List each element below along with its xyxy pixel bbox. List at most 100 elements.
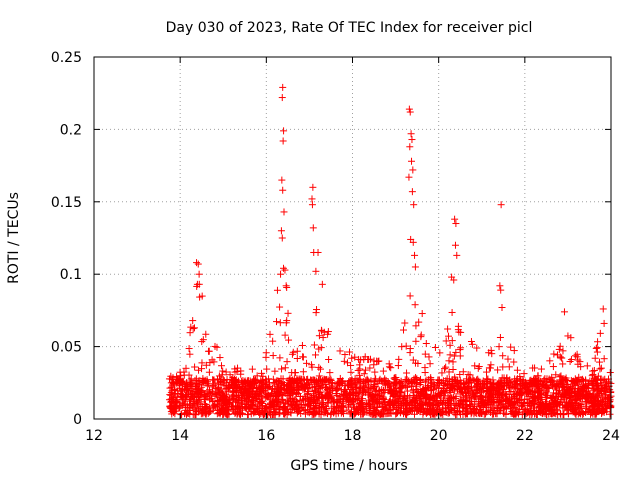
data-point xyxy=(498,304,506,312)
data-point xyxy=(250,390,258,398)
data-point xyxy=(279,264,287,272)
data-point xyxy=(317,326,325,334)
data-point xyxy=(282,282,290,290)
data-point xyxy=(198,338,206,346)
data-point xyxy=(456,346,464,354)
data-point xyxy=(318,280,326,288)
data-point xyxy=(293,347,301,355)
data-point xyxy=(240,394,248,402)
data-point xyxy=(354,389,362,397)
data-point xyxy=(269,352,277,360)
data-point xyxy=(567,334,575,342)
data-point xyxy=(431,343,439,351)
data-point xyxy=(208,383,216,391)
data-point xyxy=(363,375,371,383)
data-point xyxy=(198,292,206,300)
data-point xyxy=(497,286,505,294)
data-point xyxy=(314,248,322,256)
data-point xyxy=(293,355,301,363)
data-point xyxy=(421,350,429,358)
data-point xyxy=(455,383,463,391)
data-point xyxy=(565,401,573,409)
data-point xyxy=(564,332,572,340)
data-point xyxy=(505,363,513,371)
data-point xyxy=(456,352,464,360)
data-point xyxy=(577,363,585,371)
data-point xyxy=(397,378,405,386)
data-point xyxy=(438,369,446,377)
data-point xyxy=(252,408,260,416)
data-point xyxy=(252,394,260,402)
data-point xyxy=(339,391,347,399)
data-point xyxy=(583,362,591,370)
data-point xyxy=(418,387,426,395)
data-point xyxy=(440,365,448,373)
data-point xyxy=(453,251,461,259)
data-point xyxy=(210,402,218,410)
data-point xyxy=(556,376,564,384)
data-point xyxy=(278,365,286,373)
data-point xyxy=(457,344,465,352)
data-point xyxy=(190,324,198,332)
data-point xyxy=(276,303,284,311)
data-point xyxy=(280,208,288,216)
data-point xyxy=(193,385,201,393)
data-point xyxy=(280,127,288,135)
data-point xyxy=(520,370,528,378)
data-point xyxy=(451,373,459,381)
data-point xyxy=(476,391,484,399)
data-point xyxy=(338,402,346,410)
data-point xyxy=(278,94,286,102)
data-point xyxy=(586,405,594,413)
data-point xyxy=(248,398,256,406)
data-point xyxy=(452,220,460,228)
data-point xyxy=(483,368,491,376)
x-tick-label: 22 xyxy=(516,428,534,444)
data-point xyxy=(338,402,346,410)
data-point xyxy=(543,377,551,385)
data-point xyxy=(396,408,404,416)
data-point xyxy=(510,347,518,355)
data-point xyxy=(444,325,452,333)
data-point xyxy=(507,343,515,351)
data-point xyxy=(399,326,407,334)
data-point xyxy=(336,347,344,355)
data-point xyxy=(347,368,355,376)
data-point xyxy=(354,366,362,374)
data-point xyxy=(387,364,395,372)
data-point xyxy=(558,354,566,362)
data-point xyxy=(448,337,456,345)
data-point xyxy=(326,369,334,377)
data-point xyxy=(496,381,504,389)
data-point xyxy=(371,368,379,376)
data-point xyxy=(556,342,564,350)
data-point xyxy=(466,371,474,379)
data-point xyxy=(499,363,507,371)
data-point xyxy=(495,343,503,351)
data-point xyxy=(442,337,450,345)
data-point xyxy=(332,390,340,398)
data-point xyxy=(422,340,430,348)
data-point xyxy=(198,365,206,373)
data-point xyxy=(283,358,291,366)
data-point xyxy=(493,404,501,412)
data-point xyxy=(194,260,202,268)
data-point xyxy=(291,369,299,377)
data-point xyxy=(177,411,185,419)
data-point xyxy=(458,388,466,396)
data-point xyxy=(311,378,319,386)
data-point xyxy=(475,363,483,371)
data-point xyxy=(407,130,415,138)
data-point xyxy=(324,330,332,338)
data-point xyxy=(477,410,485,418)
data-point xyxy=(195,270,203,278)
data-point xyxy=(461,390,469,398)
data-point xyxy=(315,363,323,371)
y-tick-label: 0.25 xyxy=(51,50,82,66)
data-point xyxy=(529,382,537,390)
data-point xyxy=(411,301,419,309)
data-point xyxy=(325,356,333,364)
data-point xyxy=(456,370,464,378)
data-point xyxy=(322,405,330,413)
data-point xyxy=(337,386,345,394)
